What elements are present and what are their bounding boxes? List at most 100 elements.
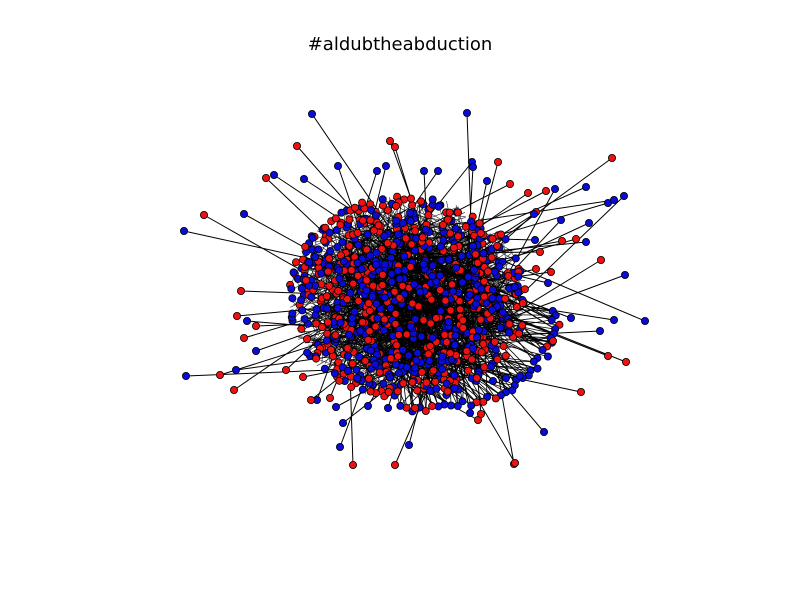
blue-node: [530, 209, 539, 218]
blue-node: [433, 166, 442, 175]
red-node: [455, 297, 464, 306]
red-node: [464, 366, 473, 375]
red-node: [401, 234, 410, 243]
red-node: [493, 241, 502, 250]
red-node: [301, 242, 310, 251]
red-node: [510, 458, 519, 467]
blue-node: [385, 373, 394, 382]
blue-node: [467, 401, 476, 410]
blue-node: [336, 318, 345, 327]
red-node: [312, 319, 321, 328]
red-node: [418, 233, 427, 242]
blue-node: [325, 228, 334, 237]
red-node: [480, 277, 489, 286]
blue-node: [544, 278, 553, 287]
blue-node: [368, 292, 377, 301]
blue-node: [288, 294, 297, 303]
blue-node: [400, 252, 409, 261]
red-node: [320, 236, 329, 245]
red-node: [426, 342, 435, 351]
red-node: [297, 324, 306, 333]
red-node: [505, 320, 514, 329]
blue-node: [511, 254, 520, 263]
blue-node: [380, 260, 389, 269]
blue-node: [372, 260, 381, 269]
blue-node: [394, 369, 403, 378]
blue-node: [477, 285, 486, 294]
red-node: [402, 330, 411, 339]
blue-node: [596, 326, 605, 335]
red-node: [536, 247, 545, 256]
blue-node: [486, 362, 495, 371]
blue-node: [317, 269, 326, 278]
red-node: [350, 203, 359, 212]
red-node: [345, 241, 354, 250]
red-node: [421, 406, 430, 415]
red-node: [475, 219, 484, 228]
red-node: [499, 342, 508, 351]
blue-node: [355, 352, 364, 361]
red-node: [392, 341, 401, 350]
red-node: [336, 220, 345, 229]
red-node: [378, 280, 387, 289]
blue-node: [300, 315, 309, 324]
red-node: [325, 281, 334, 290]
red-node: [542, 186, 551, 195]
blue-node: [482, 176, 491, 185]
blue-node: [428, 195, 437, 204]
blue-node: [442, 379, 451, 388]
blue-node: [410, 280, 419, 289]
red-node: [358, 216, 367, 225]
blue-node: [462, 109, 471, 118]
red-node: [399, 379, 408, 388]
graph-edge: [493, 219, 562, 292]
blue-node: [531, 235, 540, 244]
red-node: [479, 339, 488, 348]
blue-node: [438, 352, 447, 361]
red-node: [472, 373, 481, 382]
blue-node: [567, 313, 576, 322]
blue-node: [373, 314, 382, 323]
blue-node: [582, 182, 591, 191]
red-node: [524, 188, 533, 197]
graph-edge: [418, 157, 613, 302]
graph-edge: [399, 315, 556, 337]
red-node: [398, 281, 407, 290]
blue-node: [391, 360, 400, 369]
blue-node: [251, 346, 260, 355]
red-node: [491, 394, 500, 403]
red-node: [410, 403, 419, 412]
blue-node: [320, 364, 329, 373]
red-node: [251, 321, 260, 330]
blue-node: [333, 161, 342, 170]
red-node: [239, 333, 248, 342]
red-node: [458, 316, 467, 325]
blue-node: [444, 255, 453, 264]
red-node: [408, 378, 417, 387]
red-node: [431, 377, 440, 386]
blue-node: [333, 304, 342, 313]
red-node: [317, 323, 326, 332]
blue-node: [419, 166, 428, 175]
blue-node: [406, 322, 415, 331]
blue-node: [298, 306, 307, 315]
blue-node: [357, 264, 366, 273]
blue-node: [498, 308, 507, 317]
blue-node: [353, 373, 362, 382]
blue-node: [371, 360, 380, 369]
red-node: [480, 292, 489, 301]
blue-node: [469, 265, 478, 274]
red-node: [261, 173, 270, 182]
red-node: [622, 357, 631, 366]
red-node: [291, 258, 300, 267]
red-node: [549, 336, 558, 345]
red-node: [422, 378, 431, 387]
red-node: [393, 387, 402, 396]
blue-node: [448, 287, 457, 296]
blue-node: [479, 249, 488, 258]
red-node: [456, 305, 465, 314]
blue-node: [419, 260, 428, 269]
graph-edge: [316, 272, 365, 401]
blue-node: [392, 216, 401, 225]
red-node: [449, 243, 458, 252]
